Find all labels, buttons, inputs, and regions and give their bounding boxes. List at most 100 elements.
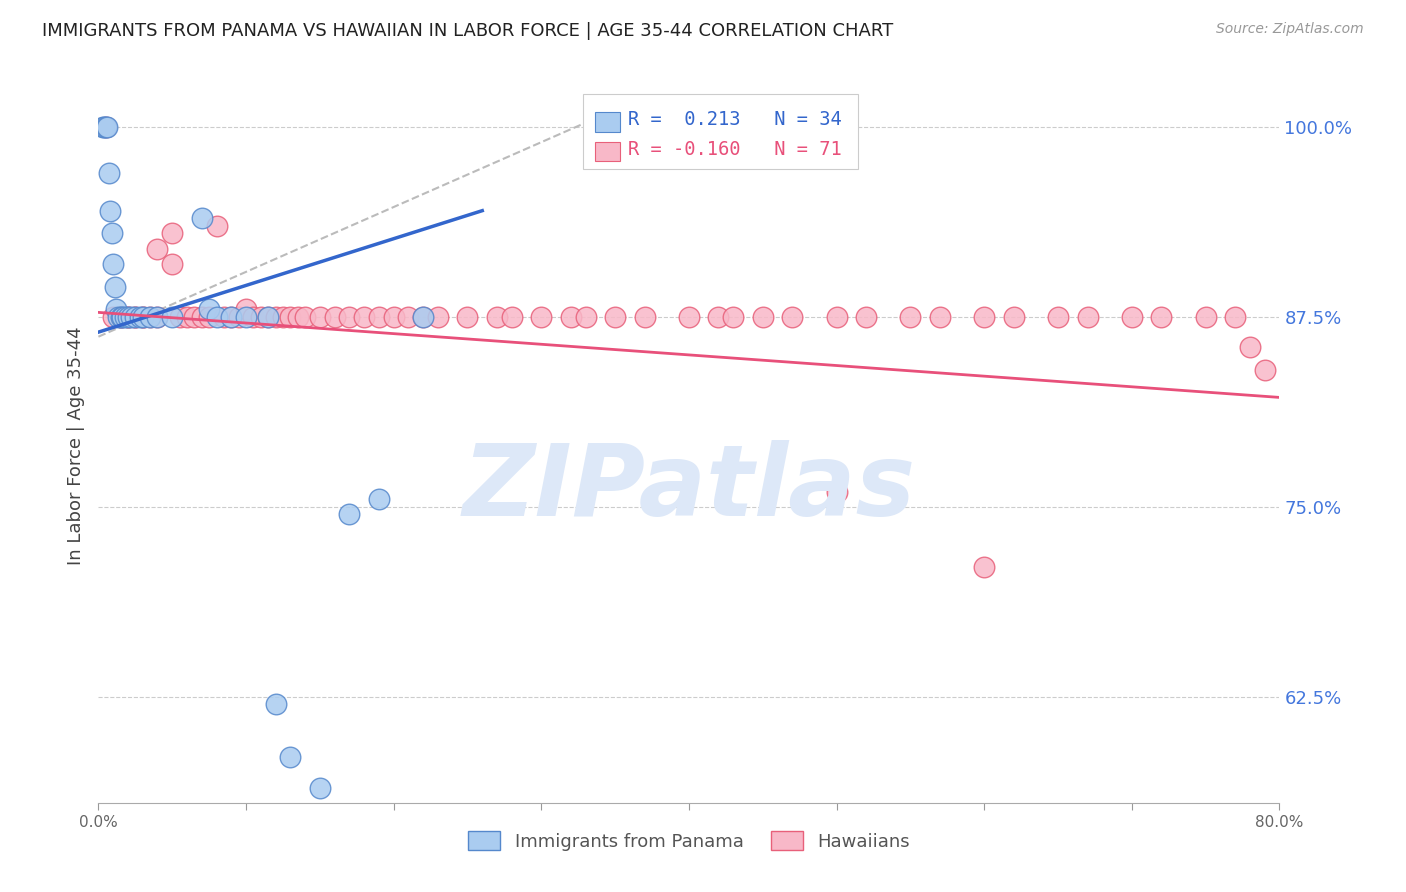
Point <box>114 310 136 324</box>
Point <box>235 302 257 317</box>
Point <box>104 279 127 293</box>
Point <box>97 166 120 180</box>
Point <box>900 310 922 324</box>
Point <box>457 310 479 324</box>
Point <box>117 310 139 324</box>
Point <box>235 310 257 324</box>
Point <box>105 302 128 317</box>
Point <box>575 310 598 324</box>
Text: IMMIGRANTS FROM PANAMA VS HAWAIIAN IN LABOR FORCE | AGE 35-44 CORRELATION CHART: IMMIGRANTS FROM PANAMA VS HAWAIIAN IN LA… <box>42 22 893 40</box>
Point <box>124 310 146 324</box>
Point <box>605 310 627 324</box>
Point <box>323 310 346 324</box>
Point <box>96 120 118 135</box>
Point <box>139 310 162 324</box>
Point <box>110 310 132 324</box>
Point <box>124 310 146 324</box>
Point <box>94 120 117 135</box>
Point <box>91 120 114 135</box>
Point <box>368 492 391 507</box>
Point <box>427 310 450 324</box>
Point <box>782 310 804 324</box>
Point <box>221 310 243 324</box>
Point <box>1046 310 1070 324</box>
Y-axis label: In Labor Force | Age 35-44: In Labor Force | Age 35-44 <box>66 326 84 566</box>
Point <box>723 310 745 324</box>
Point <box>294 310 316 324</box>
Point <box>98 203 121 218</box>
Point <box>412 310 434 324</box>
Point <box>287 310 309 324</box>
Point <box>212 310 235 324</box>
Point <box>132 310 155 324</box>
Point <box>110 310 132 324</box>
Text: R = -0.160   N = 71: R = -0.160 N = 71 <box>628 140 842 159</box>
Point <box>973 310 995 324</box>
Point <box>242 310 264 324</box>
Point <box>929 310 952 324</box>
Point <box>162 310 183 324</box>
Point <box>191 211 214 226</box>
Point <box>486 310 509 324</box>
Point <box>1225 310 1247 324</box>
Point <box>169 310 191 324</box>
Point <box>412 310 434 324</box>
Point <box>501 310 523 324</box>
Point <box>309 780 332 795</box>
Point <box>707 310 730 324</box>
Point <box>94 120 117 135</box>
Point <box>560 310 582 324</box>
Text: ZIPatlas: ZIPatlas <box>463 441 915 537</box>
Point <box>1077 310 1099 324</box>
Point <box>205 310 228 324</box>
Text: Source: ZipAtlas.com: Source: ZipAtlas.com <box>1216 22 1364 37</box>
Point <box>103 257 125 271</box>
Point <box>132 310 155 324</box>
Point <box>110 310 132 324</box>
Point <box>339 508 361 522</box>
Point <box>309 310 332 324</box>
Point <box>221 310 243 324</box>
Point <box>368 310 391 324</box>
Point <box>353 310 375 324</box>
Point <box>250 310 273 324</box>
Point <box>146 310 169 324</box>
Point <box>162 257 183 271</box>
Point <box>825 484 848 499</box>
Point <box>198 302 221 317</box>
Point <box>107 310 129 324</box>
Point <box>382 310 405 324</box>
Point <box>1002 310 1025 324</box>
Point <box>271 310 294 324</box>
Point <box>280 310 302 324</box>
Point <box>1150 310 1173 324</box>
Point <box>176 310 198 324</box>
Point <box>339 310 361 324</box>
Point <box>205 219 228 233</box>
Point <box>280 750 302 764</box>
Point <box>139 310 162 324</box>
Point <box>1195 310 1218 324</box>
Point <box>398 310 420 324</box>
Point <box>117 310 139 324</box>
Point <box>973 560 995 574</box>
Point <box>752 310 775 324</box>
Point <box>183 310 205 324</box>
Point <box>128 310 150 324</box>
Point <box>132 310 155 324</box>
Point <box>1121 310 1143 324</box>
Point <box>257 310 280 324</box>
Point <box>117 310 139 324</box>
Point <box>855 310 877 324</box>
Point <box>124 310 146 324</box>
Point <box>100 227 122 241</box>
Point <box>530 310 553 324</box>
Point <box>146 242 169 256</box>
Point <box>1254 363 1277 377</box>
Point <box>257 310 280 324</box>
Point <box>264 697 287 711</box>
Point <box>825 310 848 324</box>
Legend: Immigrants from Panama, Hawaiians: Immigrants from Panama, Hawaiians <box>461 824 917 858</box>
Point <box>634 310 657 324</box>
Point <box>191 310 214 324</box>
